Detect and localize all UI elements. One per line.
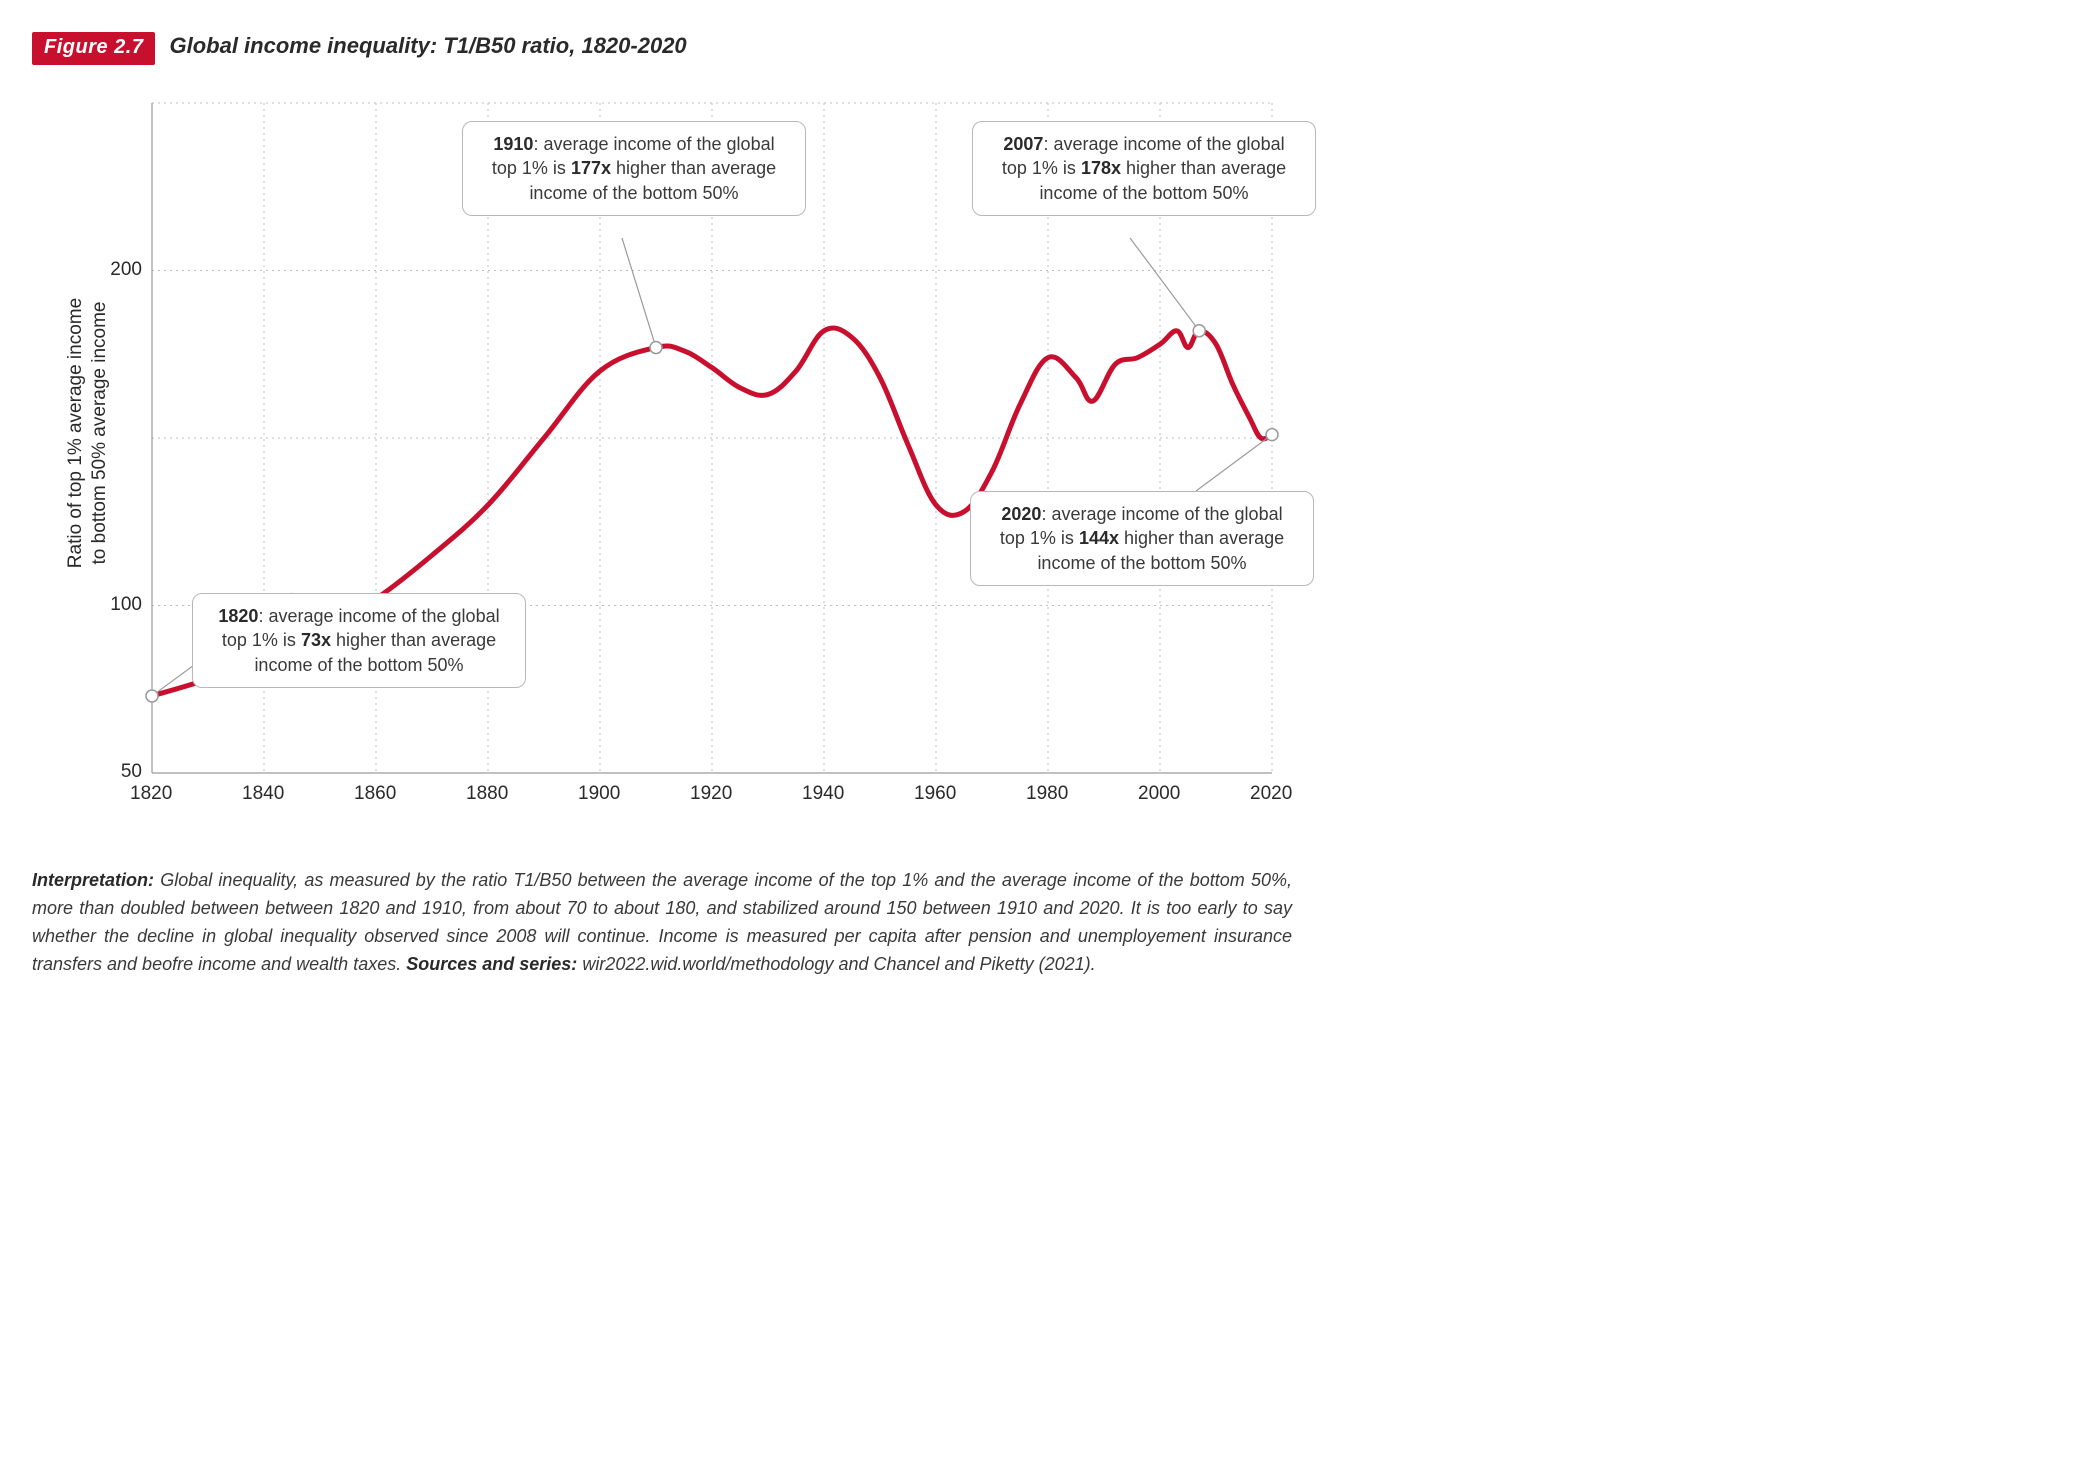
x-tick-label: 1880 [466,783,508,805]
x-tick-label: 1860 [354,783,396,805]
x-tick-label: 1940 [802,783,844,805]
caption-sources-lead: Sources and series: [406,954,577,974]
y-axis-label: Ratio of top 1% average income to bottom… [64,233,112,633]
x-tick-label: 2000 [1138,783,1180,805]
figure-header: Figure 2.7 Global income inequality: T1/… [32,32,1292,65]
callout-year: 1910 [493,134,533,154]
y-tick-label: 50 [82,761,142,783]
caption-sources-body: wir2022.wid.world/methodology and Chance… [577,954,1095,974]
figure-badge: Figure 2.7 [32,32,155,65]
x-tick-label: 1960 [914,783,956,805]
figure-title: Global income inequality: T1/B50 ratio, … [169,33,686,59]
callout-multiplier: 177x [571,158,611,178]
y-axis-label-line2: to bottom 50% average income [89,302,110,565]
callout-year: 1820 [218,606,258,626]
figure-caption: Interpretation: Global inequality, as me… [32,867,1292,979]
x-tick-label: 1840 [242,783,284,805]
x-tick-label: 1920 [690,783,732,805]
x-tick-label: 2020 [1250,783,1292,805]
y-tick-label: 100 [82,594,142,616]
callout-multiplier: 73x [301,630,331,650]
x-tick-label: 1820 [130,783,172,805]
callout-c2007: 2007: average income of the global top 1… [972,121,1316,216]
figure: Figure 2.7 Global income inequality: T1/… [32,32,1292,979]
x-tick-label: 1900 [578,783,620,805]
x-tick-label: 1980 [1026,783,1068,805]
y-axis-label-line1: Ratio of top 1% average income [65,298,86,568]
callout-multiplier: 144x [1079,528,1119,548]
callout-year: 2020 [1001,504,1041,524]
callout-c2020: 2020: average income of the global top 1… [970,491,1314,586]
callout-multiplier: 178x [1081,158,1121,178]
callout-c1910: 1910: average income of the global top 1… [462,121,806,216]
callout-c1820: 1820: average income of the global top 1… [192,593,526,688]
callout-year: 2007 [1003,134,1043,154]
caption-lead: Interpretation: [32,870,154,890]
y-tick-label: 200 [82,259,142,281]
chart: Ratio of top 1% average income to bottom… [32,73,1292,853]
